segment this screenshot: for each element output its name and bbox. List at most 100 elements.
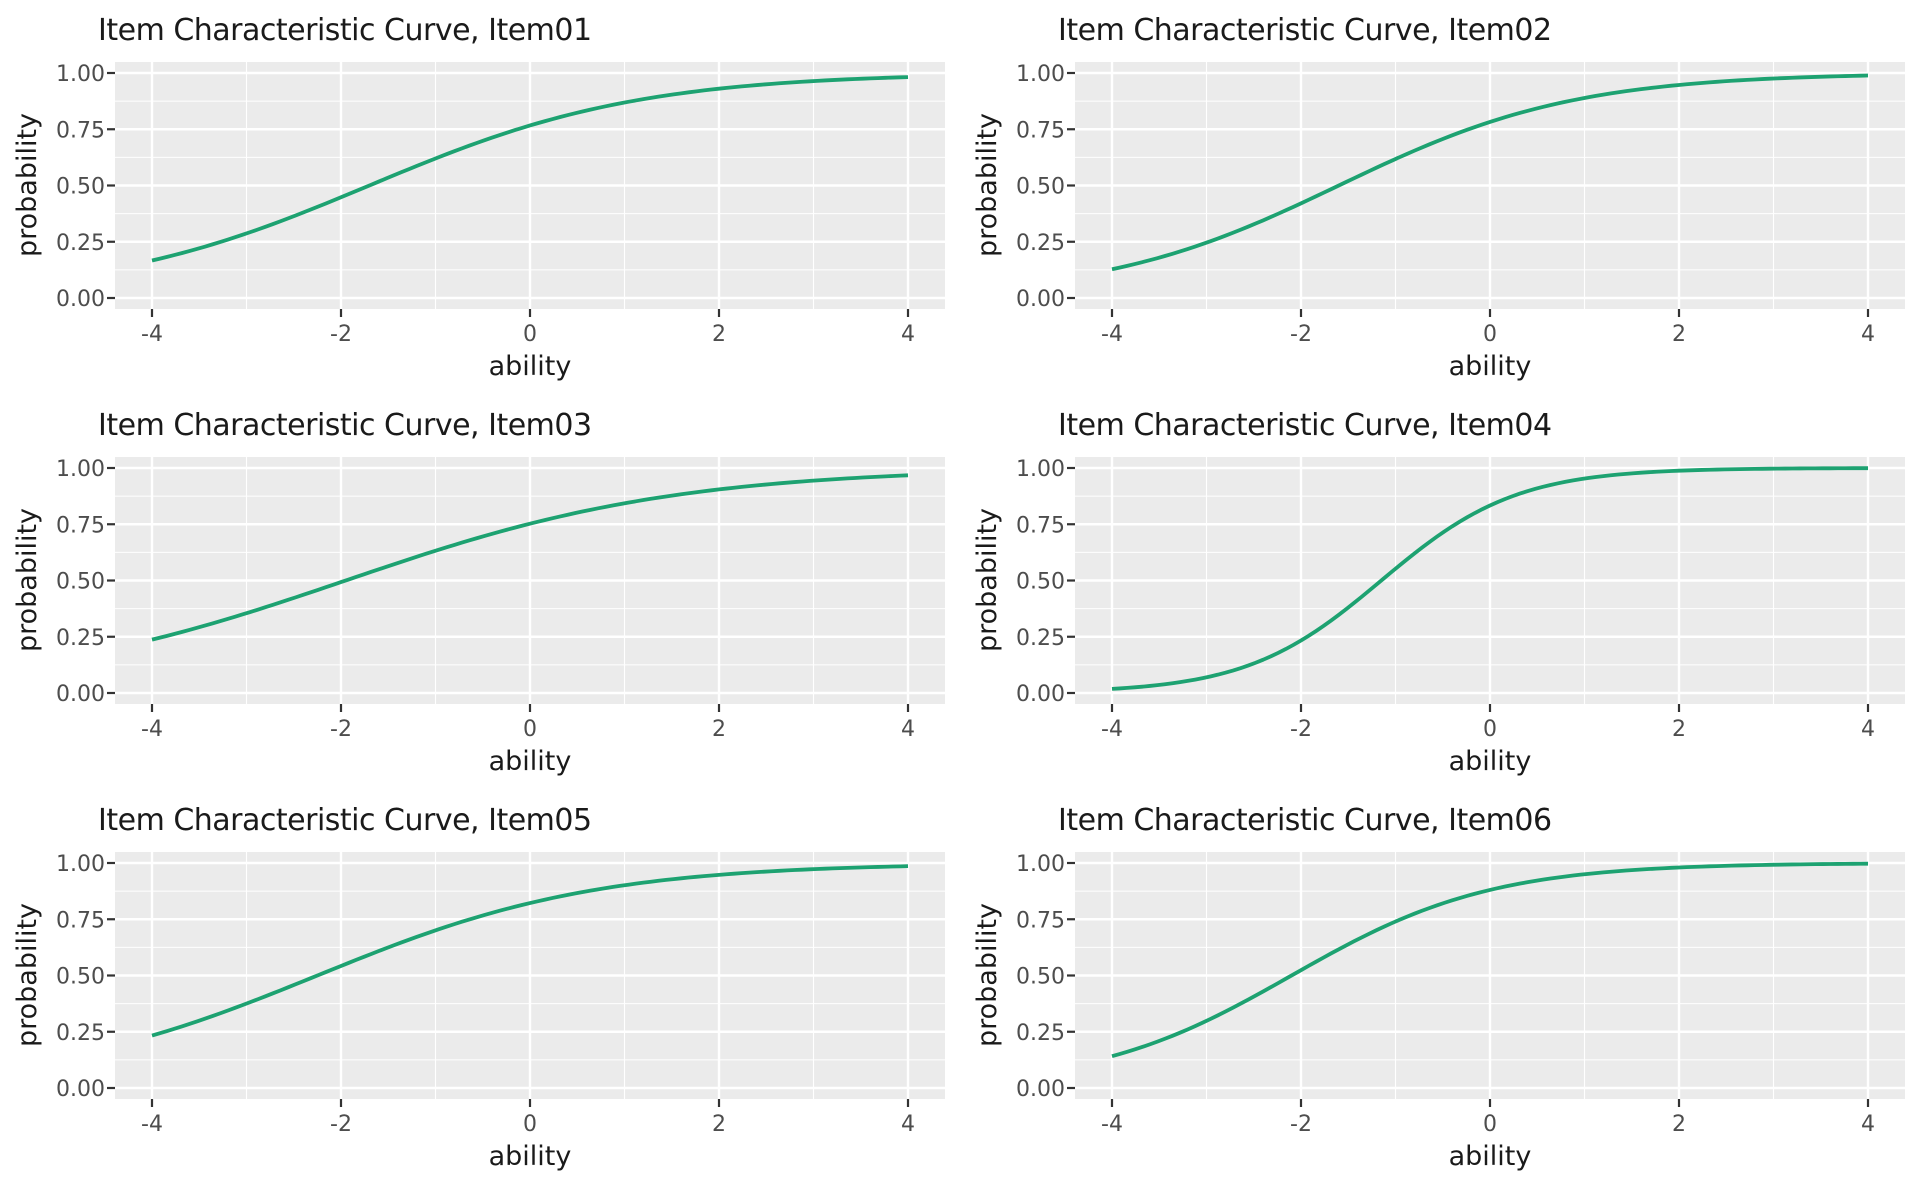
icc-curve [1111, 73, 1869, 272]
plot-area: -4 -2 0 2 4 0.00 0.25 0.50 0.75 1.00 [1016, 852, 1905, 1137]
y-tick-label: 0.25 [56, 231, 105, 256]
plot-title: Item Characteristic Curve, Item04 [1058, 408, 1552, 443]
y-tick-label: 0.50 [56, 965, 105, 990]
x-tick-label: 4 [901, 322, 915, 347]
x-axis-title: ability [1449, 351, 1532, 382]
x-tick-label: -4 [141, 322, 163, 347]
y-tick-label: 0.00 [1016, 1077, 1065, 1102]
icc-curve [151, 864, 909, 1038]
plot-title: Item Characteristic Curve, Item03 [98, 408, 592, 443]
x-tick-label: -2 [330, 322, 352, 347]
x-tick-label: 0 [1483, 717, 1497, 742]
y-tick-label: 0.50 [56, 570, 105, 595]
y-tick-label: 1.00 [1016, 62, 1065, 87]
y-tick-label: 0.00 [56, 682, 105, 707]
y-tick-label: 1.00 [56, 62, 105, 87]
x-tick-label: 0 [523, 717, 537, 742]
icc-curve [1111, 861, 1869, 1059]
y-axis-title: probability [972, 113, 1003, 257]
x-tick-label: 2 [712, 1112, 726, 1137]
icc-plot-svg-item06: -4 -2 0 2 4 0.00 0.25 0.50 0.75 1.00 Item Charact… [972, 803, 1905, 1172]
y-tick-label: 1.00 [1016, 852, 1065, 877]
y-tick-label: 0.75 [56, 513, 105, 538]
x-tick-label: 4 [901, 1112, 915, 1137]
x-tick-label: 4 [1861, 717, 1875, 742]
icc-chart-item03: -4 -2 0 2 4 0.00 0.25 0.50 0.75 1.00 Item Charact… [0, 395, 960, 790]
icc-curve [151, 75, 909, 263]
x-tick-label: 0 [1483, 322, 1497, 347]
y-tick-label: 1.00 [56, 457, 105, 482]
x-tick-label: -2 [330, 1112, 352, 1137]
y-tick-label: 0.00 [56, 1077, 105, 1102]
x-tick-label: 0 [1483, 1112, 1497, 1137]
icc-plot-svg-item03: -4 -2 0 2 4 0.00 0.25 0.50 0.75 1.00 Item Charact… [12, 408, 945, 777]
y-tick-label: 0.75 [1016, 118, 1065, 143]
icc-chart-item05: -4 -2 0 2 4 0.00 0.25 0.50 0.75 1.00 Item Charact… [0, 790, 960, 1185]
y-axis-title: probability [972, 508, 1003, 652]
plot-title: Item Characteristic Curve, Item05 [98, 803, 592, 838]
y-tick-label: 0.25 [1016, 231, 1065, 256]
icc-chart-item04: -4 -2 0 2 4 0.00 0.25 0.50 0.75 1.00 Item Charact… [960, 395, 1920, 790]
y-axis-title: probability [12, 113, 43, 257]
x-tick-label: 0 [523, 1112, 537, 1137]
y-tick-label: 0.00 [1016, 682, 1065, 707]
x-tick-label: -2 [1290, 1112, 1312, 1137]
x-tick-label: -2 [1290, 322, 1312, 347]
icc-plot-svg-item05: -4 -2 0 2 4 0.00 0.25 0.50 0.75 1.00 Item Charact… [12, 803, 945, 1172]
x-tick-label: 2 [1672, 322, 1686, 347]
x-tick-label: 4 [901, 717, 915, 742]
x-tick-label: 2 [1672, 1112, 1686, 1137]
x-tick-label: 2 [1672, 717, 1686, 742]
plot-area: -4 -2 0 2 4 0.00 0.25 0.50 0.75 1.00 [56, 62, 945, 347]
y-tick-label: 0.25 [56, 626, 105, 651]
y-tick-label: 0.75 [56, 908, 105, 933]
x-tick-label: -2 [330, 717, 352, 742]
icc-chart-item06: -4 -2 0 2 4 0.00 0.25 0.50 0.75 1.00 Item Charact… [960, 790, 1920, 1185]
plot-title: Item Characteristic Curve, Item06 [1058, 803, 1552, 838]
x-axis-title: ability [489, 351, 572, 382]
icc-curve [151, 473, 909, 642]
y-tick-label: 0.75 [1016, 513, 1065, 538]
y-tick-label: 0.25 [56, 1021, 105, 1046]
y-tick-label: 0.25 [1016, 626, 1065, 651]
x-axis-title: ability [1449, 746, 1532, 777]
plot-title: Item Characteristic Curve, Item01 [98, 13, 592, 48]
plot-area: -4 -2 0 2 4 0.00 0.25 0.50 0.75 1.00 [56, 457, 945, 742]
x-tick-label: -4 [1101, 1112, 1123, 1137]
x-tick-label: -4 [141, 717, 163, 742]
y-tick-label: 1.00 [56, 852, 105, 877]
y-tick-label: 0.50 [1016, 175, 1065, 200]
x-tick-label: -4 [141, 1112, 163, 1137]
y-tick-label: 0.75 [1016, 908, 1065, 933]
y-axis-title: probability [12, 903, 43, 1047]
y-tick-label: 0.25 [1016, 1021, 1065, 1046]
x-axis-title: ability [1449, 1141, 1532, 1172]
icc-plot-svg-item02: -4 -2 0 2 4 0.00 0.25 0.50 0.75 1.00 Item Charact… [972, 13, 1905, 382]
x-axis-title: ability [489, 746, 572, 777]
y-tick-label: 1.00 [1016, 457, 1065, 482]
x-tick-label: -2 [1290, 717, 1312, 742]
y-tick-label: 0.00 [1016, 287, 1065, 312]
y-tick-label: 0.75 [56, 118, 105, 143]
y-tick-label: 0.50 [1016, 965, 1065, 990]
y-tick-label: 0.50 [1016, 570, 1065, 595]
plot-area: -4 -2 0 2 4 0.00 0.25 0.50 0.75 1.00 [56, 852, 945, 1137]
icc-plot-svg-item01: -4 -2 0 2 4 0.00 0.25 0.50 0.75 1.00 Item Charact… [12, 13, 945, 382]
x-tick-label: 4 [1861, 1112, 1875, 1137]
y-axis-title: probability [972, 903, 1003, 1047]
x-tick-label: 4 [1861, 322, 1875, 347]
x-tick-label: 0 [523, 322, 537, 347]
icc-chart-item01: -4 -2 0 2 4 0.00 0.25 0.50 0.75 1.00 Item Charact… [0, 0, 960, 395]
y-tick-label: 0.50 [56, 175, 105, 200]
x-tick-label: 2 [712, 717, 726, 742]
icc-chart-item02: -4 -2 0 2 4 0.00 0.25 0.50 0.75 1.00 Item Charact… [960, 0, 1920, 395]
plot-area: -4 -2 0 2 4 0.00 0.25 0.50 0.75 1.00 [1016, 62, 1905, 347]
plot-area: -4 -2 0 2 4 0.00 0.25 0.50 0.75 1.00 [1016, 457, 1905, 742]
plot-title: Item Characteristic Curve, Item02 [1058, 13, 1552, 48]
y-axis-title: probability [12, 508, 43, 652]
x-axis-title: ability [489, 1141, 572, 1172]
icc-curve [1111, 466, 1869, 691]
x-tick-label: -4 [1101, 322, 1123, 347]
y-tick-label: 0.00 [56, 287, 105, 312]
